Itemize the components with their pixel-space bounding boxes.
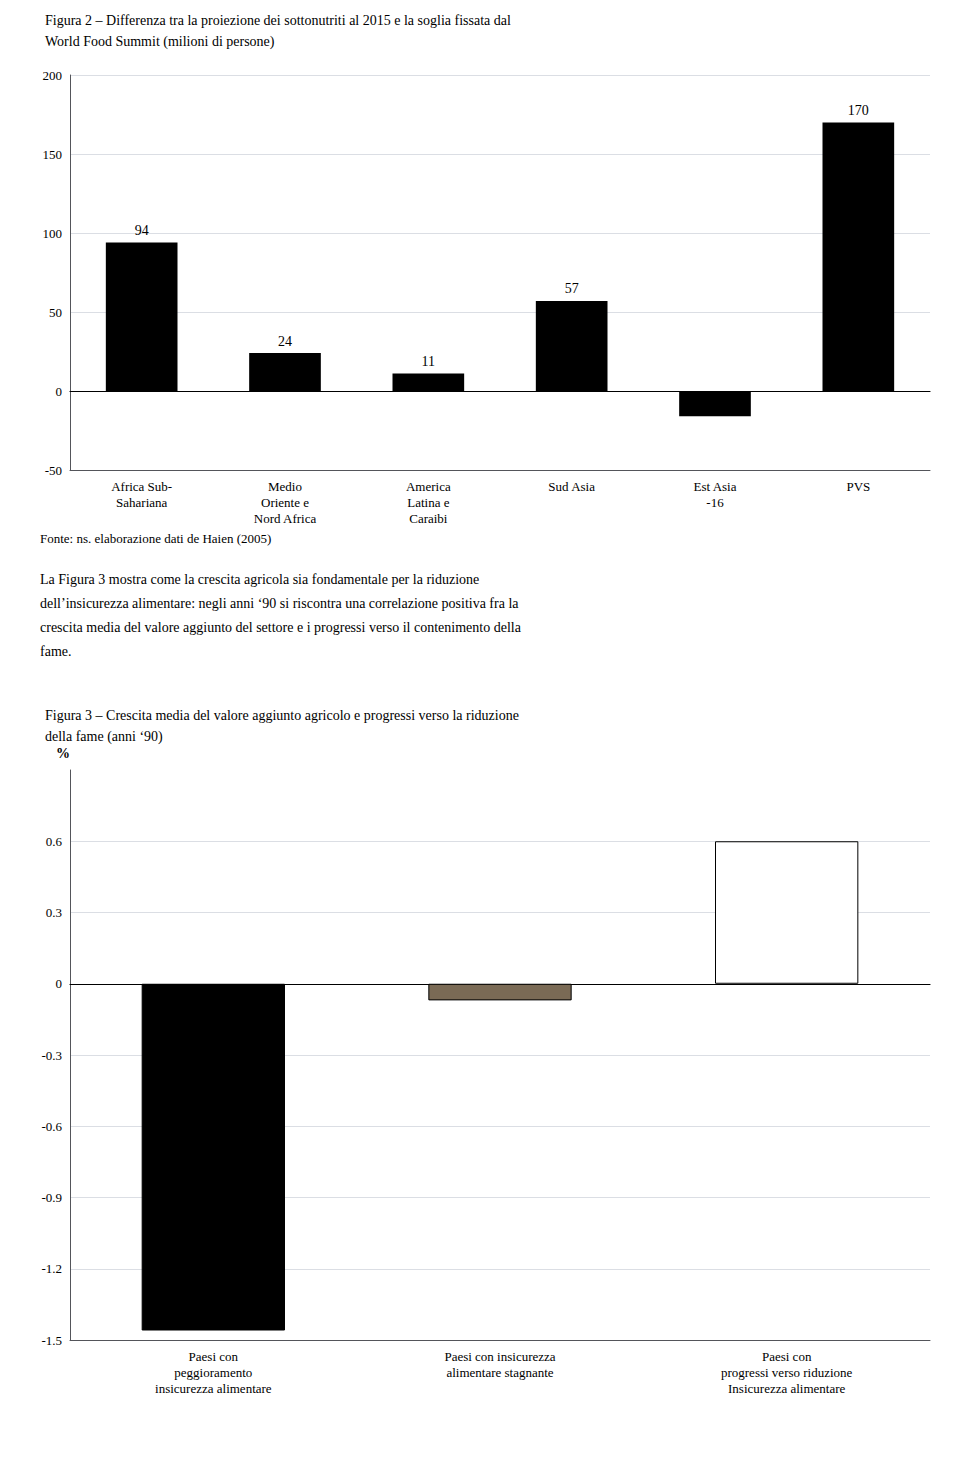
svg-text:-1.2: -1.2 <box>41 1261 62 1276</box>
svg-text:progressi verso riduzione: progressi verso riduzione <box>721 1365 853 1380</box>
svg-text:-0.3: -0.3 <box>41 1048 62 1063</box>
svg-text:Insicurezza alimentare: Insicurezza alimentare <box>728 1381 846 1396</box>
svg-text:Sahariana: Sahariana <box>116 495 167 510</box>
svg-text:della fame (anni ‘90): della fame (anni ‘90) <box>45 729 163 745</box>
svg-text:Africa Sub-: Africa Sub- <box>111 479 172 494</box>
svg-text:94: 94 <box>135 223 149 238</box>
svg-text:170: 170 <box>848 103 869 118</box>
svg-text:Oriente e: Oriente e <box>261 495 309 510</box>
svg-text:0.6: 0.6 <box>46 834 63 849</box>
svg-text:Nord Africa: Nord Africa <box>254 511 317 526</box>
svg-text:dell’insicurezza alimentare: n: dell’insicurezza alimentare: negli anni … <box>40 596 519 611</box>
svg-text:Paesi con: Paesi con <box>189 1349 239 1364</box>
svg-text:-0.9: -0.9 <box>41 1190 62 1205</box>
svg-text:Figura 3 – Crescita media del: Figura 3 – Crescita media del valore agg… <box>45 708 519 723</box>
svg-text:24: 24 <box>278 334 292 349</box>
svg-text:-16: -16 <box>706 495 724 510</box>
svg-text:%: % <box>56 746 70 761</box>
svg-text:World Food Summit (milioni di: World Food Summit (milioni di persone) <box>45 34 275 50</box>
svg-text:50: 50 <box>49 305 62 320</box>
svg-text:0: 0 <box>56 976 63 991</box>
svg-text:Paesi con insicurezza: Paesi con insicurezza <box>444 1349 555 1364</box>
svg-text:57: 57 <box>565 281 579 296</box>
svg-text:0: 0 <box>56 384 63 399</box>
svg-text:200: 200 <box>43 68 63 83</box>
svg-text:peggioramento: peggioramento <box>174 1365 252 1380</box>
svg-text:America: America <box>406 479 451 494</box>
svg-text:insicurezza alimentare: insicurezza alimentare <box>155 1381 272 1396</box>
svg-text:Latina e: Latina e <box>407 495 449 510</box>
svg-text:-50: -50 <box>45 463 62 478</box>
svg-text:Caraibi: Caraibi <box>409 511 448 526</box>
svg-text:-1.5: -1.5 <box>41 1333 62 1348</box>
svg-text:-0.6: -0.6 <box>41 1119 62 1134</box>
svg-text:Est Asia: Est Asia <box>694 479 737 494</box>
svg-text:La Figura 3 mostra come la cre: La Figura 3 mostra come la crescita agri… <box>40 572 479 587</box>
svg-text:Medio: Medio <box>268 479 302 494</box>
svg-text:100: 100 <box>43 226 63 241</box>
svg-text:Sud Asia: Sud Asia <box>548 479 595 494</box>
svg-text:alimentare stagnante: alimentare stagnante <box>446 1365 553 1380</box>
svg-text:fame.: fame. <box>40 644 71 659</box>
svg-text:Paesi con: Paesi con <box>762 1349 812 1364</box>
svg-text:Figura 2 – Differenza tra la p: Figura 2 – Differenza tra la proiezione … <box>45 13 511 28</box>
svg-text:crescita media del valore aggi: crescita media del valore aggiunto del s… <box>40 620 522 635</box>
svg-text:11: 11 <box>422 354 435 369</box>
svg-text:PVS: PVS <box>846 479 870 494</box>
svg-text:150: 150 <box>43 147 63 162</box>
svg-text:0.3: 0.3 <box>46 905 62 920</box>
svg-text:Fonte: ns. elaborazione dati d: Fonte: ns. elaborazione dati de Haien (2… <box>40 531 271 546</box>
